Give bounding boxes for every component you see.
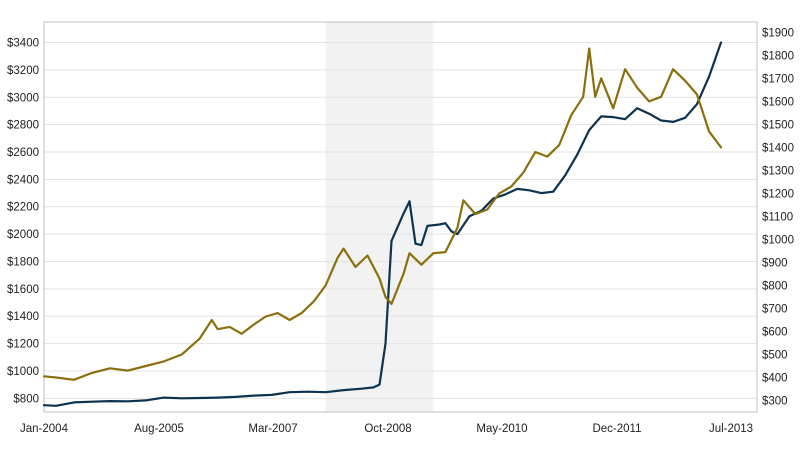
y-right-tick-label: $900 bbox=[762, 257, 788, 269]
y-right-tick-label: $800 bbox=[762, 280, 788, 292]
y-left-tick-label: $1600 bbox=[7, 284, 39, 296]
x-tick-label: May-2010 bbox=[476, 423, 527, 435]
y-left-tick-label: $2200 bbox=[7, 202, 39, 214]
y-right-tick-label: $1300 bbox=[762, 165, 794, 177]
y-left-tick-label: $2800 bbox=[7, 120, 39, 132]
y-right-tick-label: $1800 bbox=[762, 50, 794, 62]
y-right-tick-label: $1400 bbox=[762, 142, 794, 154]
y-right-tick-label: $400 bbox=[762, 372, 788, 384]
y-right-tick-label: $1700 bbox=[762, 73, 794, 85]
y-left-tick-label: $1200 bbox=[7, 339, 39, 351]
y-left-tick-label: $2600 bbox=[7, 147, 39, 159]
y-left-tick-label: $1000 bbox=[7, 366, 39, 378]
y-right-tick-label: $300 bbox=[762, 395, 788, 407]
y-left-tick-label: $2400 bbox=[7, 174, 39, 186]
y-right-tick-label: $1200 bbox=[762, 188, 794, 200]
plot-frame bbox=[43, 21, 758, 413]
y-left-tick-label: $3000 bbox=[7, 92, 39, 104]
x-tick-label: Jul-2013 bbox=[709, 423, 753, 435]
y-right-tick-label: $500 bbox=[762, 349, 788, 361]
x-tick-label: Oct-2008 bbox=[364, 423, 411, 435]
y-right-tick-label: $1100 bbox=[762, 211, 793, 223]
y-right-tick-label: $1600 bbox=[762, 96, 794, 108]
y-left-tick-label: $3200 bbox=[7, 65, 39, 77]
y-left-tick-label: $1400 bbox=[7, 311, 39, 323]
x-tick-label: Aug-2005 bbox=[134, 423, 184, 435]
y-left-tick-label: $1800 bbox=[7, 256, 39, 268]
y-right-tick-label: $1900 bbox=[762, 27, 794, 39]
shaded-region bbox=[325, 22, 434, 412]
y-right-tick-label: $1000 bbox=[762, 234, 794, 246]
y-right-tick-label: $700 bbox=[762, 303, 788, 315]
y-left-tick-label: $3400 bbox=[7, 38, 39, 50]
x-tick-label: Mar-2007 bbox=[248, 423, 297, 435]
x-tick-label: Jan-2004 bbox=[20, 423, 69, 435]
series-line-right-axis bbox=[42, 47, 723, 381]
y-left-tick-label: $2000 bbox=[7, 229, 39, 241]
y-right-tick-label: $1500 bbox=[762, 119, 794, 131]
x-tick-label: Dec-2011 bbox=[592, 423, 641, 435]
series-line-left-axis bbox=[42, 41, 723, 407]
y-right-tick-label: $600 bbox=[762, 326, 788, 338]
y-left-tick-label: $800 bbox=[13, 393, 39, 405]
